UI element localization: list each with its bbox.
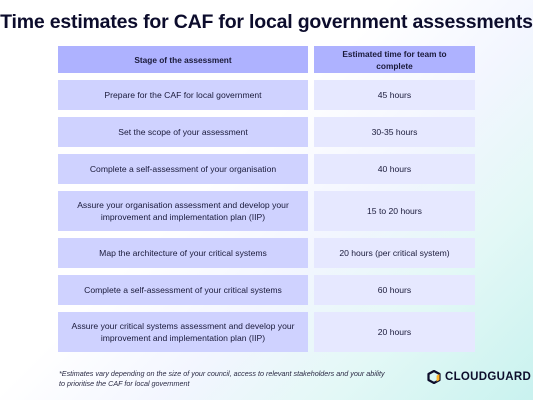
table-row: Set the scope of your assessment 30-35 h…	[58, 117, 475, 147]
time-cell: 60 hours	[314, 275, 475, 305]
stage-cell: Map the architecture of your critical sy…	[58, 238, 308, 268]
header-time: Estimated time for team to complete	[314, 46, 475, 73]
cloudguard-logo-icon	[427, 370, 441, 384]
estimates-table: Stage of the assessment Estimated time f…	[58, 46, 475, 359]
stage-cell: Complete a self-assessment of your organ…	[58, 154, 308, 184]
header-stage: Stage of the assessment	[58, 46, 308, 73]
table-row: Complete a self-assessment of your organ…	[58, 154, 475, 184]
time-cell: 20 hours	[314, 312, 475, 352]
time-cell: 30-35 hours	[314, 117, 475, 147]
time-cell: 20 hours (per critical system)	[314, 238, 475, 268]
table-row: Map the architecture of your critical sy…	[58, 238, 475, 268]
stage-cell: Set the scope of your assessment	[58, 117, 308, 147]
table-row: Assure your organisation assessment and …	[58, 191, 475, 231]
time-cell: 40 hours	[314, 154, 475, 184]
time-cell: 15 to 20 hours	[314, 191, 475, 231]
time-cell: 45 hours	[314, 80, 475, 110]
stage-cell: Complete a self-assessment of your criti…	[58, 275, 308, 305]
stage-cell: Prepare for the CAF for local government	[58, 80, 308, 110]
table-header-row: Stage of the assessment Estimated time f…	[58, 46, 475, 73]
table-row: Assure your critical systems assessment …	[58, 312, 475, 352]
stage-cell: Assure your critical systems assessment …	[58, 312, 308, 352]
table-row: Complete a self-assessment of your criti…	[58, 275, 475, 305]
footnote: *Estimates vary depending on the size of…	[59, 369, 385, 388]
page-title: Time estimates for CAF for local governm…	[0, 11, 533, 33]
cloudguard-logo: CLOUDGUARD	[427, 370, 531, 384]
stage-cell: Assure your organisation assessment and …	[58, 191, 308, 231]
logo-text: CLOUDGUARD	[445, 371, 532, 383]
table-row: Prepare for the CAF for local government…	[58, 80, 475, 110]
